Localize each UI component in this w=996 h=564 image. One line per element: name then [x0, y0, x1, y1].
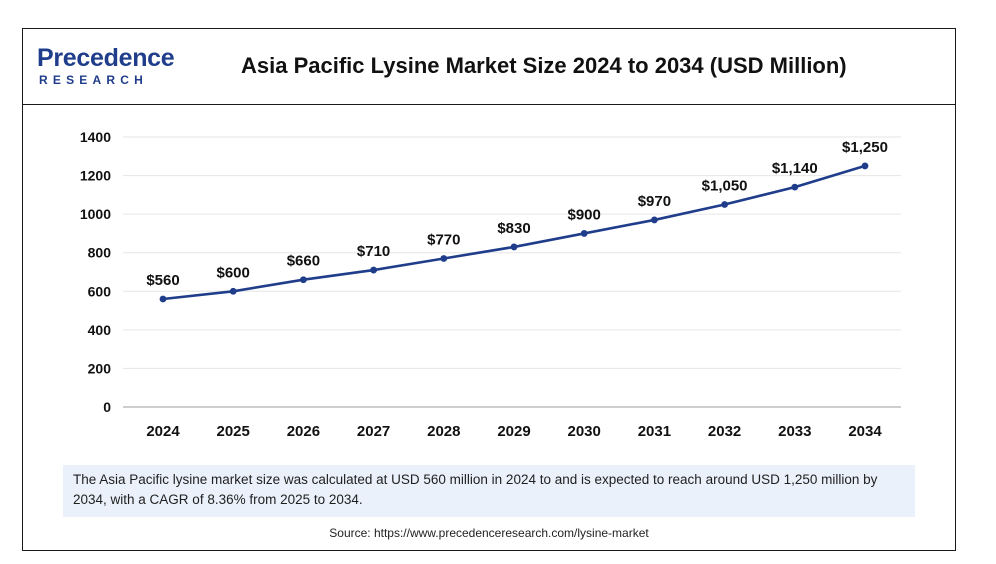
data-point	[159, 295, 167, 303]
x-tick-label: 2032	[708, 423, 741, 440]
header: Precedence RESEARCH Asia Pacific Lysine …	[23, 29, 955, 105]
gridlines	[123, 136, 901, 369]
x-tick-label: 2030	[568, 423, 601, 440]
data-point	[370, 266, 377, 274]
data-point	[440, 255, 448, 262]
summary-box: The Asia Pacific lysine market size was …	[63, 465, 915, 517]
data-label: $770	[427, 232, 460, 249]
x-tick-label: 2031	[638, 423, 671, 440]
logo-main-text: Precedence	[37, 44, 175, 72]
data-points	[159, 162, 869, 303]
y-axis-ticks: 0 200 400 600 800 1000 1200 1400	[80, 129, 111, 415]
x-tick-label: 2026	[287, 423, 320, 440]
data-point	[861, 162, 869, 170]
data-labels: $560 $600 $660 $710 $770 $830 $900 $970 $1,050 $1…	[146, 139, 888, 289]
y-tick-label: 200	[88, 360, 112, 376]
x-axis: 2024 2025 2026 2027 2028 2029 2030 2031 2032 2033…	[123, 406, 901, 440]
data-label: $830	[497, 220, 530, 237]
data-label: $1,140	[772, 160, 818, 177]
x-tick-label: 2034	[848, 423, 882, 440]
y-tick-label: 1200	[80, 168, 111, 184]
data-point	[510, 243, 518, 251]
data-point	[791, 183, 799, 191]
y-tick-label: 1000	[80, 206, 111, 222]
data-point	[300, 276, 307, 284]
y-tick-label: 600	[88, 283, 112, 299]
x-tick-label: 2029	[497, 423, 530, 440]
y-tick-label: 800	[88, 245, 112, 261]
source-text: Source: https://www.precedenceresearch.c…	[329, 526, 649, 540]
chart-frame: Precedence RESEARCH Asia Pacific Lysine …	[22, 28, 956, 551]
data-label: $1,050	[702, 178, 748, 195]
x-tick-label: 2027	[357, 423, 390, 440]
data-label: $600	[217, 264, 250, 281]
logo-sub-text: RESEARCH	[39, 73, 148, 87]
data-label: $560	[146, 272, 179, 289]
precedence-research-logo: Precedence RESEARCH	[37, 43, 187, 91]
chart-title: Asia Pacific Lysine Market Size 2024 to …	[241, 53, 847, 78]
data-label: $660	[287, 253, 320, 270]
data-label: $710	[357, 243, 390, 260]
x-tick-label: 2033	[778, 423, 811, 440]
data-point	[580, 230, 588, 237]
y-tick-label: 0	[103, 399, 111, 415]
data-point	[229, 287, 237, 295]
y-tick-label: 400	[88, 322, 112, 338]
y-tick-label: 1400	[80, 129, 111, 145]
x-tick-label: 2028	[427, 423, 460, 440]
data-point	[651, 216, 658, 224]
x-tick-label: 2024	[146, 423, 180, 440]
x-tick-label: 2025	[217, 423, 250, 440]
data-label: $970	[638, 193, 671, 210]
data-point	[721, 201, 728, 208]
data-label: $900	[568, 206, 601, 223]
data-label: $1,250	[842, 139, 888, 156]
